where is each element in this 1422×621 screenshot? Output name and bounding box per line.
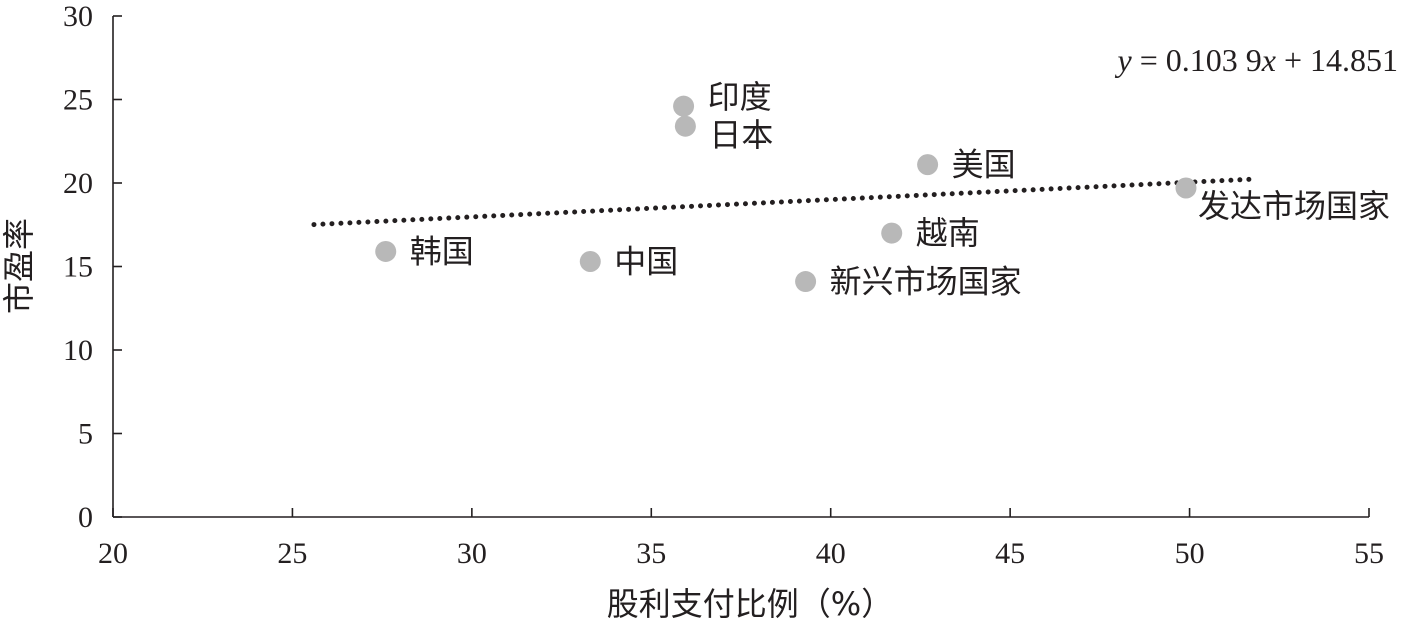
points-layer <box>375 95 1197 293</box>
trendline <box>311 176 1257 228</box>
equation-suffix: + 14.851 <box>1276 42 1398 78</box>
x-tick-label: 50 <box>1175 537 1205 570</box>
x-tick-label: 30 <box>457 537 487 570</box>
y-tick-label: 5 <box>78 418 93 451</box>
data-point <box>375 240 397 262</box>
trendline-equation: y = 0.103 9x + 14.851 <box>1115 42 1399 78</box>
x-tick-label: 35 <box>636 537 666 570</box>
trendline-layer <box>311 176 1257 228</box>
point-label: 印度 <box>708 78 772 116</box>
y-tick-label: 0 <box>78 501 93 534</box>
data-point <box>881 222 903 244</box>
x-tick-label: 55 <box>1354 537 1384 570</box>
x-ticks: 20 25 30 35 40 45 50 55 <box>98 508 1384 570</box>
data-point <box>674 115 696 137</box>
data-point <box>795 271 817 293</box>
y-tick-label: 15 <box>63 251 93 284</box>
equation-y-var: y <box>1115 42 1133 78</box>
point-label: 美国 <box>952 146 1016 184</box>
equation-x-var: x <box>1261 42 1276 78</box>
point-label: 中国 <box>614 242 678 280</box>
point-label: 越南 <box>916 214 980 252</box>
y-tick-label: 30 <box>63 0 93 33</box>
x-axis-title: 股利支付比例（%） <box>607 585 893 621</box>
point-label: 韩国 <box>410 232 474 270</box>
equation-middle: = 0.103 9 <box>1132 42 1262 78</box>
x-tick-label: 45 <box>995 537 1025 570</box>
point-label: 发达市场国家 <box>1198 187 1390 225</box>
x-tick-label: 20 <box>98 537 128 570</box>
point-label: 新兴市场国家 <box>830 263 1022 301</box>
data-point <box>579 250 601 272</box>
y-axis-title: 市盈率 <box>0 218 38 314</box>
y-tick-label: 20 <box>63 167 93 200</box>
y-tick-label: 10 <box>63 334 93 367</box>
data-point <box>917 154 939 176</box>
data-point <box>1175 177 1197 199</box>
x-tick-label: 25 <box>277 537 307 570</box>
data-point <box>673 95 695 117</box>
y-tick-label: 25 <box>63 84 93 117</box>
point-label: 日本 <box>709 116 773 154</box>
x-tick-label: 40 <box>816 537 846 570</box>
y-ticks: 0 5 10 15 20 25 30 <box>63 0 122 534</box>
